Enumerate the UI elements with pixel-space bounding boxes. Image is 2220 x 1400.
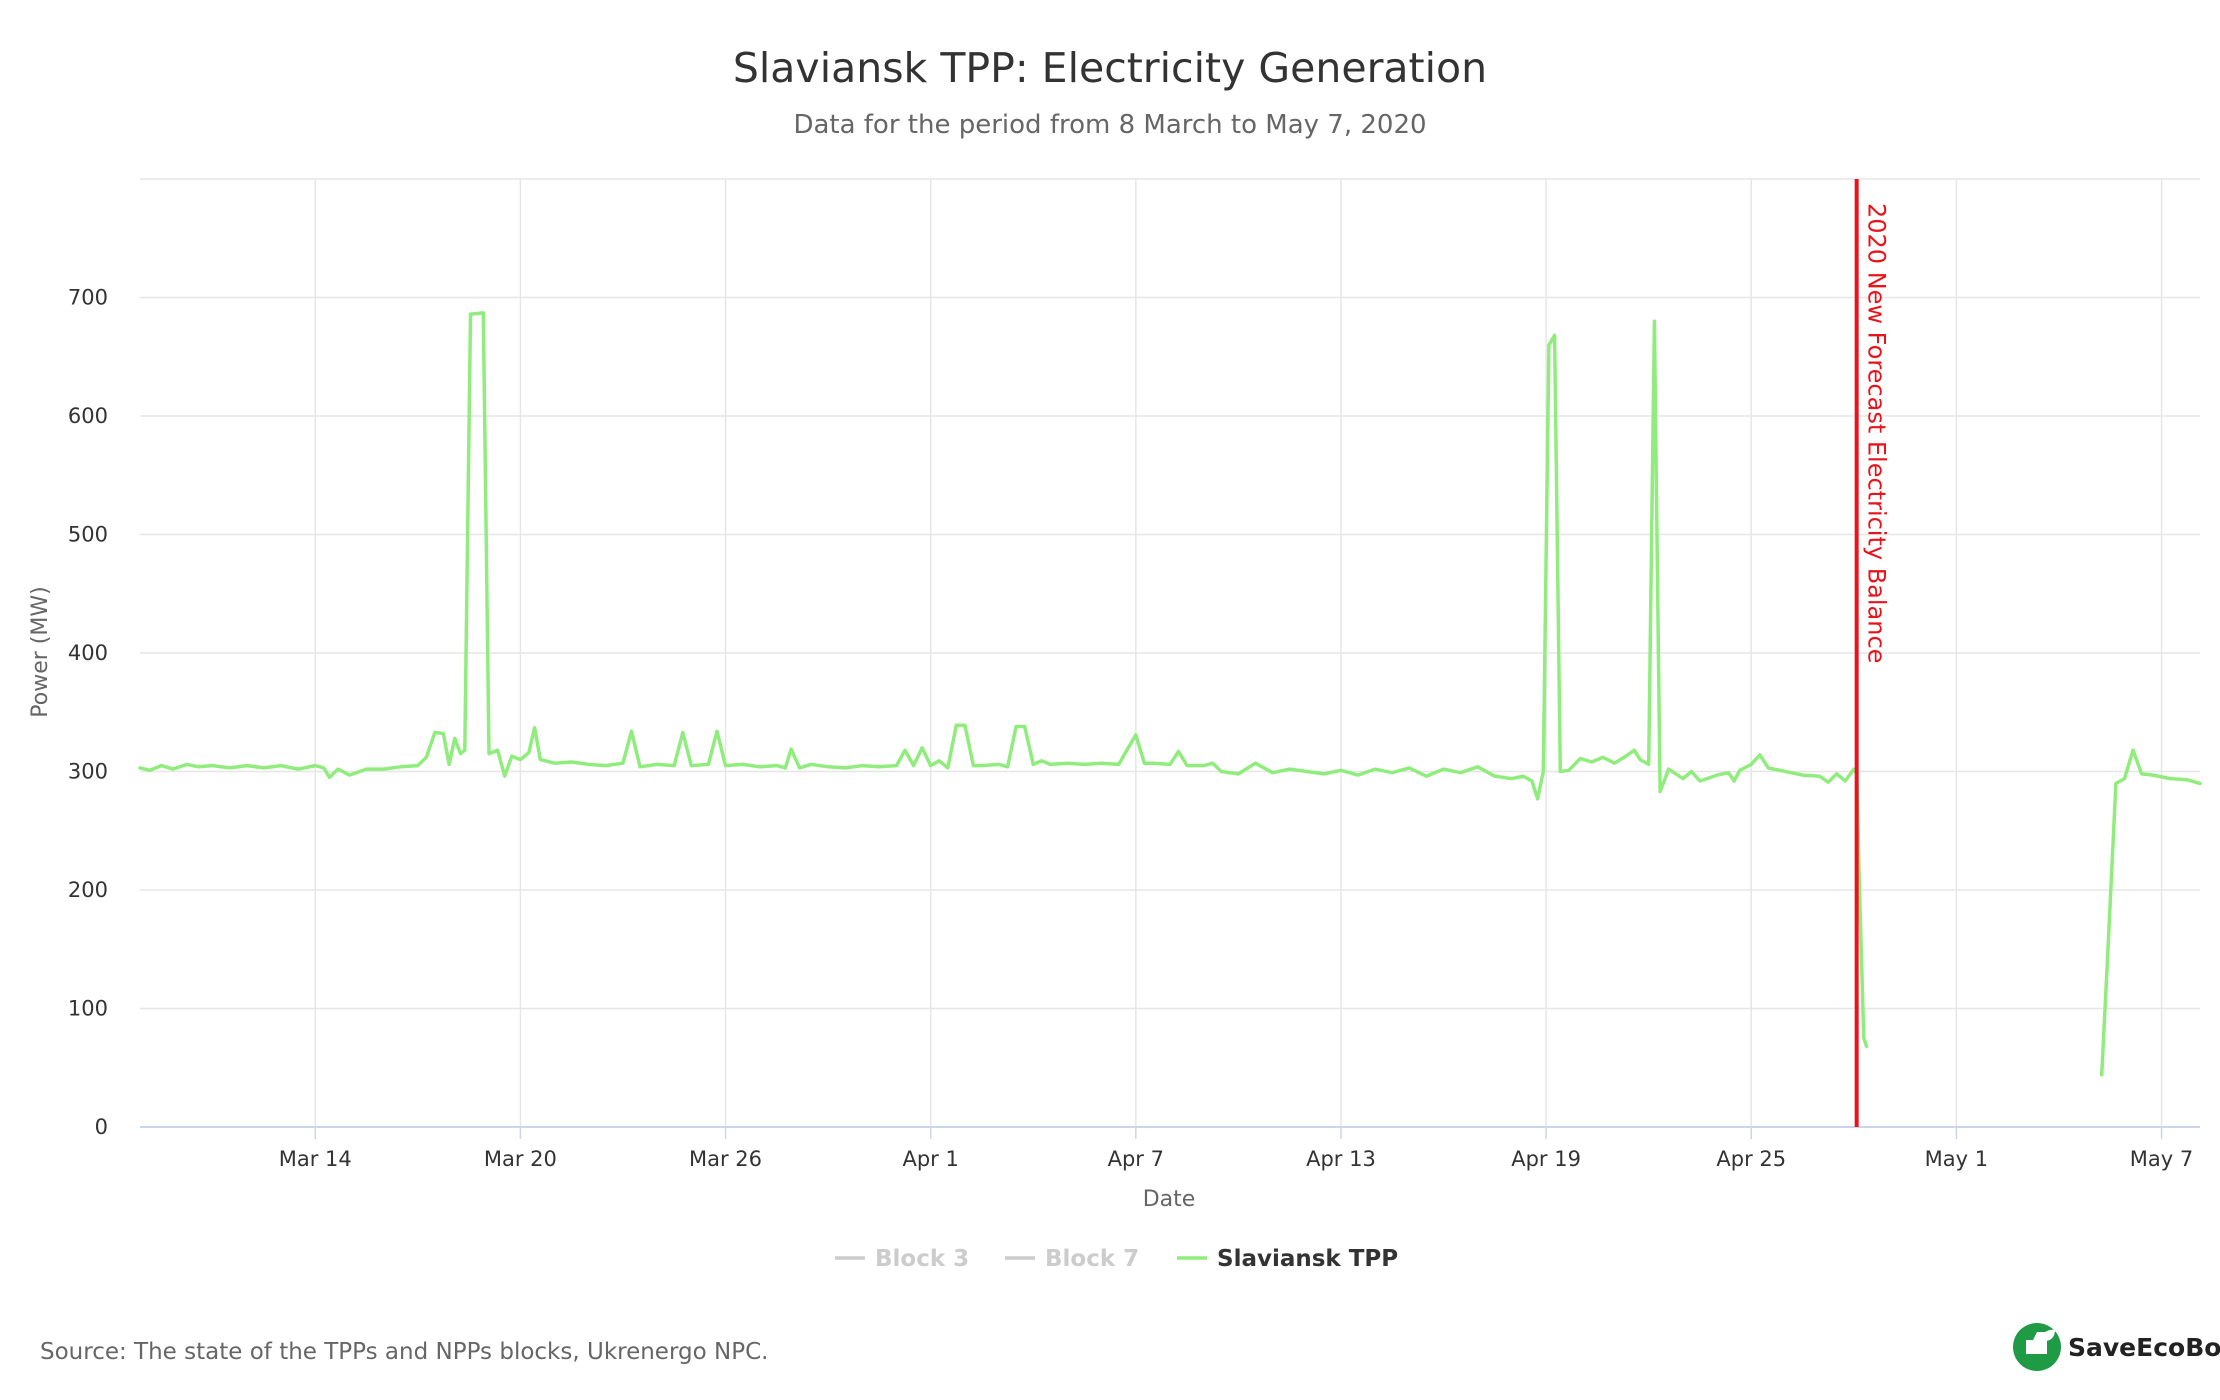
series-line-slaviansk-tpp-segment-1[interactable] — [138, 311, 1869, 1049]
y-tick-label: 0 — [95, 1115, 108, 1139]
y-axis-labels: 0 100 200 300 400 500 600 700 — [68, 286, 108, 1140]
legend-label: Block 3 — [875, 1246, 969, 1272]
y-axis-title: Power (MW) — [28, 586, 53, 717]
brand-name: SaveEcoBot — [2068, 1333, 2220, 1362]
y-tick-label: 700 — [68, 286, 108, 310]
x-tick-label: Mar 26 — [689, 1147, 762, 1171]
x-tick-label: Mar 20 — [484, 1147, 557, 1171]
leaf-logo-glyph — [2026, 1329, 2055, 1354]
legend-label: Block 7 — [1045, 1246, 1139, 1272]
x-axis-labels: Mar 14 Mar 20 Mar 26 Apr 1 Apr 7 Apr 13 Apr 19… — [279, 1147, 2194, 1171]
x-tick-label: May 7 — [2130, 1147, 2193, 1171]
y-tick-label: 100 — [68, 997, 108, 1021]
x-tick-label: May 1 — [1925, 1147, 1988, 1171]
y-tick-label: 400 — [68, 641, 108, 665]
legend-item-block-3[interactable]: Block 3 — [835, 1246, 969, 1272]
x-tick-label: Apr 7 — [1108, 1147, 1164, 1171]
legend-item-block-7[interactable]: Block 7 — [1005, 1246, 1139, 1272]
legend-item-slaviansk-tpp[interactable]: Slaviansk TPP — [1177, 1246, 1398, 1272]
series-line-slaviansk-tpp-segment-2[interactable] — [2099, 748, 2202, 1077]
forecast-plot-line-label: 2020 New Forecast Electricity Balance — [1863, 203, 1891, 663]
x-axis-title: Date — [1143, 1187, 1196, 1212]
y-tick-label: 200 — [68, 878, 108, 902]
legend-label: Slaviansk TPP — [1217, 1246, 1398, 1272]
x-tick-label: Apr 13 — [1306, 1147, 1376, 1171]
x-tick-label: Apr 25 — [1716, 1147, 1786, 1171]
x-tick-label: Apr 19 — [1511, 1147, 1581, 1171]
chart-subtitle: Data for the period from 8 March to May … — [793, 110, 1426, 140]
source-credit: Source: The state of the TPPs and NPPs b… — [40, 1339, 768, 1365]
y-tick-label: 500 — [68, 523, 108, 547]
y-tick-label: 600 — [68, 404, 108, 428]
series-layer — [138, 311, 2202, 1077]
grid — [140, 178, 2200, 1139]
brand-logo[interactable]: SaveEcoBot — [2013, 1323, 2220, 1371]
chart-title: Slaviansk TPP: Electricity Generation — [733, 44, 1487, 92]
plot-line-layer: 2020 New Forecast Electricity Balance — [1854, 179, 1891, 1127]
x-tick-label: Apr 1 — [902, 1147, 958, 1171]
legend: Block 3 Block 7 Slaviansk TPP — [835, 1246, 1398, 1272]
x-tick-label: Mar 14 — [279, 1147, 352, 1171]
y-tick-label: 300 — [68, 760, 108, 784]
